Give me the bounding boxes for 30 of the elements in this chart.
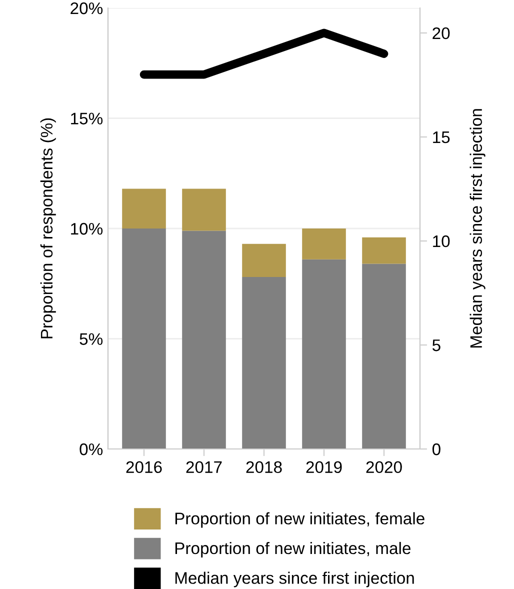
y2-tick-label: 20 bbox=[432, 27, 450, 40]
y-tick-label: 10% bbox=[71, 222, 103, 235]
bar bbox=[362, 237, 406, 264]
y2-tick-label: 10 bbox=[433, 235, 450, 248]
x-tick-label: 2018 bbox=[246, 461, 282, 474]
bar bbox=[182, 188, 226, 231]
y-tick-label: 0% bbox=[80, 443, 103, 456]
x-tick-label: 2017 bbox=[186, 461, 222, 474]
bar bbox=[182, 230, 226, 449]
y2-tick-label: 5 bbox=[432, 340, 440, 352]
bar bbox=[242, 277, 286, 449]
bar bbox=[362, 264, 406, 449]
y-tick-label: 5% bbox=[80, 333, 103, 345]
legend-label: Median years since first injection bbox=[175, 572, 414, 588]
x-tick-label: 2019 bbox=[306, 461, 342, 474]
legend-label: Proportion of new initiates, female bbox=[175, 512, 424, 528]
y2-tick-label: 0 bbox=[432, 443, 440, 456]
y-tick-label: 15% bbox=[71, 112, 103, 124]
bar bbox=[302, 259, 346, 449]
y-tick-label: 20% bbox=[70, 2, 103, 14]
y2-tick-label: 15 bbox=[433, 132, 450, 144]
y-axis-title: Proportion of respondents (%) bbox=[40, 118, 56, 338]
y2-axis-title: Median years since first injection bbox=[470, 109, 486, 348]
bar bbox=[122, 188, 166, 228]
legend-label: Proportion of new initiates, male bbox=[175, 542, 410, 558]
x-tick-label: 2020 bbox=[366, 461, 402, 474]
bar bbox=[302, 228, 346, 260]
bar bbox=[242, 244, 286, 278]
bar bbox=[122, 228, 166, 449]
x-tick-label: 2016 bbox=[126, 461, 162, 474]
